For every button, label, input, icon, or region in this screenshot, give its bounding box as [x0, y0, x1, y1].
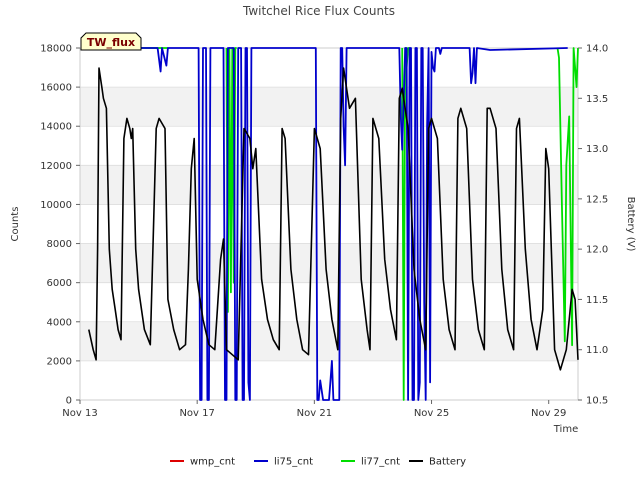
y-right-tick-label: 12.0 [586, 245, 608, 256]
legend-label-Battery: Battery [429, 457, 466, 468]
site-label: TW_flux [87, 36, 135, 49]
band-6000 [80, 243, 578, 283]
x-tick-label: Nov 17 [179, 408, 214, 419]
y-tick-label: 12000 [40, 161, 72, 172]
y-tick-label: 16000 [40, 83, 72, 94]
x-axis-ticks: Nov 13 Nov 17 Nov 21 Nov 25 Nov 29 [62, 400, 566, 419]
y-right-tick-label: 13.5 [586, 94, 608, 105]
y-right-axis-title: Battery (V) [625, 197, 636, 252]
legend: wmp_cnt li75_cnt li77_cnt Battery [170, 457, 466, 468]
x-tick-label: Nov 25 [414, 408, 449, 419]
y-right-tick-label: 14.0 [586, 44, 608, 55]
x-axis-title: Time [553, 424, 578, 435]
y-right-axis-ticks: 10.5 11.0 11.5 12.0 12.5 13.0 13.5 14.0 [578, 44, 608, 407]
band-10000 [80, 165, 578, 205]
x-tick-label: Nov 13 [62, 408, 97, 419]
series-line-Battery-0 [88, 67, 579, 371]
series-line-li77-cnt-3 [556, 47, 579, 347]
y-tick-label: 6000 [47, 278, 72, 289]
plot-background-bands [80, 87, 578, 361]
chart-title: Twitchel Rice Flux Counts [242, 4, 395, 18]
y-tick-label: 2000 [47, 356, 72, 367]
y-tick-label: 14000 [40, 122, 72, 133]
series-line-li77-cnt-1 [225, 47, 237, 313]
y-right-tick-label: 12.5 [586, 194, 608, 205]
x-tick-label: Nov 21 [297, 408, 332, 419]
y-tick-label: 4000 [47, 317, 72, 328]
y-axis-title: Counts [10, 207, 21, 242]
x-tick-label: Nov 29 [531, 408, 566, 419]
y-right-tick-label: 13.0 [586, 144, 608, 155]
y-right-tick-label: 11.0 [586, 345, 608, 356]
site-label-box: TW_flux [80, 32, 142, 51]
y-axis-ticks: 0 2000 4000 6000 8000 10000 12000 14000 16000 180… [40, 44, 80, 407]
y-right-tick-label: 11.5 [586, 295, 608, 306]
y-tick-label: 0 [66, 396, 72, 407]
y-tick-label: 10000 [40, 200, 72, 211]
band-2000 [80, 321, 578, 361]
y-tick-label: 8000 [47, 239, 72, 250]
y-right-tick-label: 10.5 [586, 396, 608, 407]
band-14000 [80, 87, 578, 127]
legend-label-wmp-cnt: wmp_cnt [190, 457, 235, 468]
legend-label-li75-cnt: li75_cnt [274, 457, 313, 468]
legend-label-li77-cnt: li77_cnt [361, 457, 400, 468]
y-tick-label: 18000 [40, 44, 72, 55]
